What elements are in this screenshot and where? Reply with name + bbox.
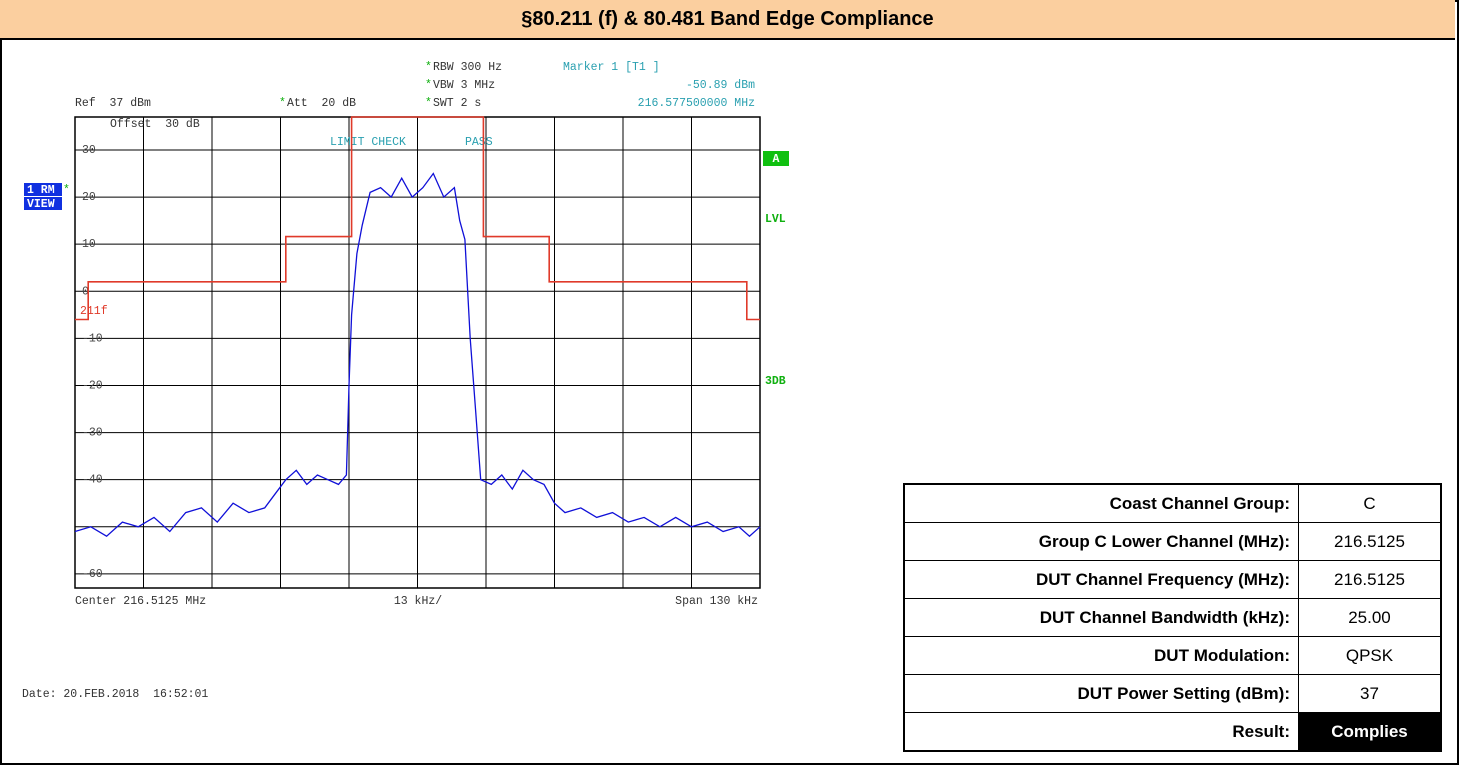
limit-line-label: 211f [80,305,108,318]
side-label: VIEW [27,198,55,211]
value-cell: QPSK [1298,636,1442,675]
marker-label: Marker 1 [T1 ] [563,61,660,74]
center: Center 216.5125 MHz [75,595,206,608]
y-tick-label: -40 [82,474,103,487]
y-tick-label: 30 [82,144,96,157]
label-box [24,183,62,196]
star: * [279,97,286,110]
value-cell: 37 [1298,674,1442,713]
key-cell: Group C Lower Channel (MHz): [903,522,1299,561]
marker-freq: 216.577500000 MHz [638,97,755,110]
y-tick-label: -60 [82,568,103,581]
value-cell: 25.00 [1298,598,1442,637]
trace [74,172,761,538]
rbw: RBW 300 Hz [433,61,502,74]
star: * [425,61,432,74]
side-label: 1 RM [27,184,55,197]
y-tick-label: -20 [82,380,103,393]
offset: Offset 30 dB [110,118,200,131]
label-box [763,151,789,166]
table-row: DUT Channel Bandwidth (kHz): 25.00 [903,598,1442,637]
key-cell: Coast Channel Group: [903,483,1299,523]
table-row: DUT Power Setting (dBm): 37 [903,674,1442,713]
header-title: §80.211 (f) & 80.481 Band Edge Complianc… [0,0,1455,40]
limit-result: PASS [465,136,493,149]
y-tick-label: -30 [82,427,103,440]
limit-line [75,116,760,321]
table-row: DUT Channel Frequency (MHz): 216.5125 [903,560,1442,599]
att: Att 20 dB [287,97,356,110]
table-row: Coast Channel Group: C [903,483,1442,523]
value-cell: 216.5125 [1298,560,1442,599]
key-cell: DUT Channel Frequency (MHz): [903,560,1299,599]
key-cell: DUT Modulation: [903,636,1299,675]
y-tick-label: 20 [82,191,96,204]
y-tick-label: 0 [82,285,89,298]
ref: Ref 37 dBm [75,97,151,110]
side-label: A [773,153,780,166]
key-cell: Result: [903,712,1299,752]
results-table: Coast Channel Group: C Group C Lower Chann… [903,483,1442,752]
label-box [24,197,62,210]
star: * [425,79,432,92]
key-cell: DUT Power Setting (dBm): [903,674,1299,713]
side-label: LVL [765,213,786,226]
value-cell: Complies [1298,712,1442,752]
swt: SWT 2 s [433,97,481,110]
table-row: Result: Complies [903,712,1442,752]
table-row: Group C Lower Channel (MHz): 216.5125 [903,522,1442,561]
date: Date: 20.FEB.2018 16:52:01 [22,688,208,701]
key-cell: DUT Channel Bandwidth (kHz): [903,598,1299,637]
value-cell: C [1298,483,1442,523]
y-tick-label: 10 [82,238,96,251]
div: 13 kHz/ [394,595,442,608]
side-label: 3DB [765,375,786,388]
marker-level: -50.89 dBm [686,79,755,92]
star: * [63,184,70,197]
value-cell: 216.5125 [1298,522,1442,561]
span: Span 130 kHz [675,595,758,608]
y-tick-label: -10 [82,332,103,345]
limit-check: LIMIT CHECK [330,136,406,149]
table-row: DUT Modulation: QPSK [903,636,1442,675]
vbw: VBW 3 MHz [433,79,495,92]
star: * [425,97,432,110]
